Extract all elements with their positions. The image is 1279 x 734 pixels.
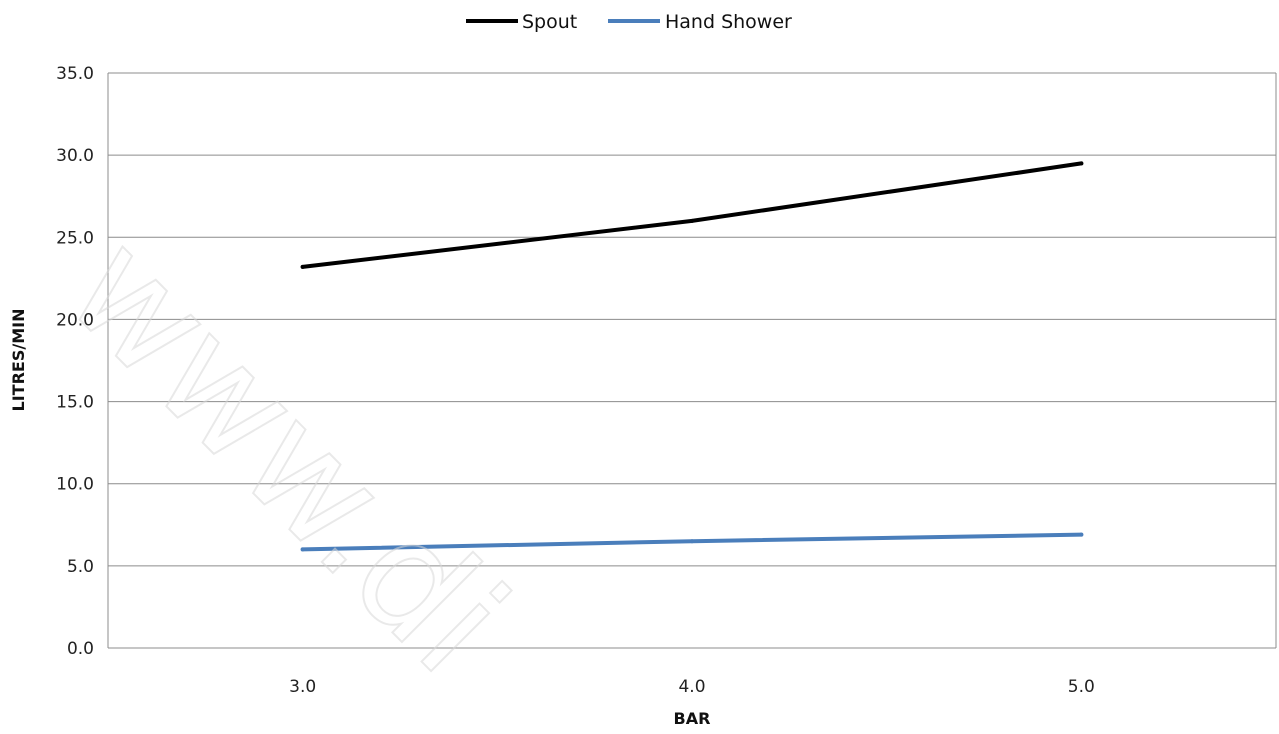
y-axis-title: LITRES/MIN: [9, 309, 28, 412]
y-tick-label: 30.0: [56, 146, 94, 166]
data-point: [690, 539, 694, 543]
data-point: [690, 219, 694, 223]
data-point: [1079, 161, 1083, 165]
x-tick-label: 5.0: [1068, 677, 1095, 697]
y-tick-label: 15.0: [56, 393, 94, 413]
y-tick-label: 0.0: [67, 639, 94, 659]
watermark-text: www.di: [35, 202, 539, 706]
series-line-0: [303, 163, 1082, 267]
y-tick-label: 5.0: [67, 557, 94, 577]
data-point: [301, 265, 305, 269]
legend-label: Spout: [522, 11, 577, 33]
y-tick-label: 35.0: [56, 64, 94, 84]
legend: Spout Hand Shower: [466, 11, 792, 33]
x-tick-label: 4.0: [678, 677, 705, 697]
y-tick-label: 10.0: [56, 475, 94, 495]
legend-label: Hand Shower: [665, 11, 792, 33]
y-tick-label: 25.0: [56, 228, 94, 248]
x-axis-title: BAR: [674, 709, 711, 728]
x-tick-label: 3.0: [289, 677, 316, 697]
data-point: [1079, 533, 1083, 537]
